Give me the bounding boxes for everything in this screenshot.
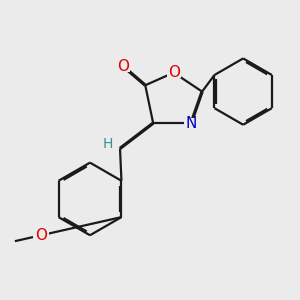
FancyBboxPatch shape <box>33 229 49 241</box>
FancyBboxPatch shape <box>184 118 198 129</box>
FancyBboxPatch shape <box>167 67 181 78</box>
FancyBboxPatch shape <box>116 61 130 72</box>
Text: H: H <box>103 137 113 151</box>
Text: N: N <box>185 116 197 131</box>
Text: O: O <box>117 59 129 74</box>
Text: O: O <box>35 228 47 243</box>
Text: O: O <box>168 65 180 80</box>
